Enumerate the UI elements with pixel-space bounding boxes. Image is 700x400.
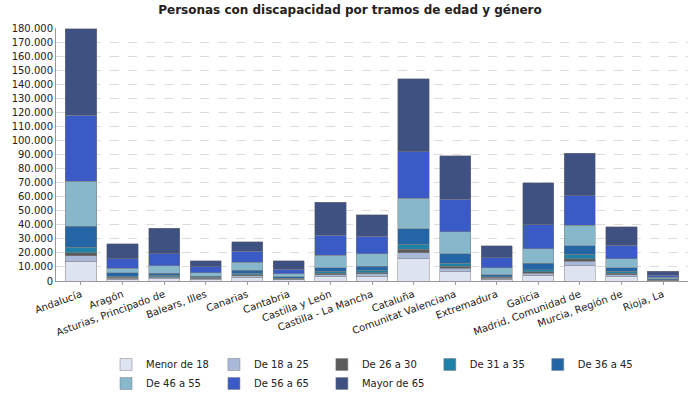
svg-text:Mayor de 65: Mayor de 65 <box>362 378 425 389</box>
svg-text:50.000: 50.000 <box>18 205 53 216</box>
svg-text:100.000: 100.000 <box>12 135 53 146</box>
svg-text:Balears, Illes: Balears, Illes <box>145 288 209 320</box>
svg-text:De 18 a 25: De 18 a 25 <box>254 359 309 370</box>
svg-text:De 56 a 65: De 56 a 65 <box>254 378 309 389</box>
svg-text:Menor de 18: Menor de 18 <box>146 359 209 370</box>
svg-text:Personas con discapacidad por: Personas con discapacidad por tramos de … <box>158 3 542 17</box>
svg-text:Aragón: Aragón <box>87 288 124 311</box>
svg-text:30.000: 30.000 <box>18 233 53 244</box>
svg-text:90.000: 90.000 <box>18 149 53 160</box>
svg-text:Cantabria: Cantabria <box>242 288 292 315</box>
svg-text:70.000: 70.000 <box>18 177 53 188</box>
svg-text:Rioja, La: Rioja, La <box>621 288 665 313</box>
svg-text:180.000: 180.000 <box>12 23 53 34</box>
svg-text:120.000: 120.000 <box>12 107 53 118</box>
svg-text:Extremadura: Extremadura <box>434 288 499 321</box>
svg-text:170.000: 170.000 <box>12 37 53 48</box>
svg-text:Comunitat Valenciana: Comunitat Valenciana <box>351 288 458 336</box>
svg-text:160.000: 160.000 <box>12 51 53 62</box>
svg-text:De 31 a 35: De 31 a 35 <box>470 359 525 370</box>
svg-text:Canarias: Canarias <box>205 288 250 313</box>
svg-text:140.000: 140.000 <box>12 79 53 90</box>
svg-text:60.000: 60.000 <box>18 191 53 202</box>
svg-text:Asturias, Principado de: Asturias, Principado de <box>55 288 167 338</box>
svg-text:Cataluña: Cataluña <box>370 288 416 314</box>
svg-text:Murcia, Región de: Murcia, Región de <box>536 288 624 329</box>
svg-text:De 46 a 55: De 46 a 55 <box>146 378 201 389</box>
svg-text:Andalucía: Andalucía <box>33 288 83 315</box>
svg-text:De 36 a 45: De 36 a 45 <box>578 359 633 370</box>
svg-text:Galicia: Galicia <box>505 288 541 310</box>
svg-text:40.000: 40.000 <box>18 219 53 230</box>
svg-text:Castilla - La Mancha: Castilla - La Mancha <box>276 288 374 333</box>
svg-text:10.000: 10.000 <box>18 261 53 272</box>
svg-text:0: 0 <box>47 276 53 287</box>
svg-text:20.000: 20.000 <box>18 247 53 258</box>
svg-text:110.000: 110.000 <box>12 121 53 132</box>
svg-text:Castilla y León: Castilla y León <box>260 288 332 323</box>
svg-text:De 26 a 30: De 26 a 30 <box>362 359 417 370</box>
svg-text:130.000: 130.000 <box>12 93 53 104</box>
svg-text:Madrid, Comunidad de: Madrid, Comunidad de <box>472 288 582 337</box>
svg-text:80.000: 80.000 <box>18 163 53 174</box>
svg-text:150.000: 150.000 <box>12 65 53 76</box>
